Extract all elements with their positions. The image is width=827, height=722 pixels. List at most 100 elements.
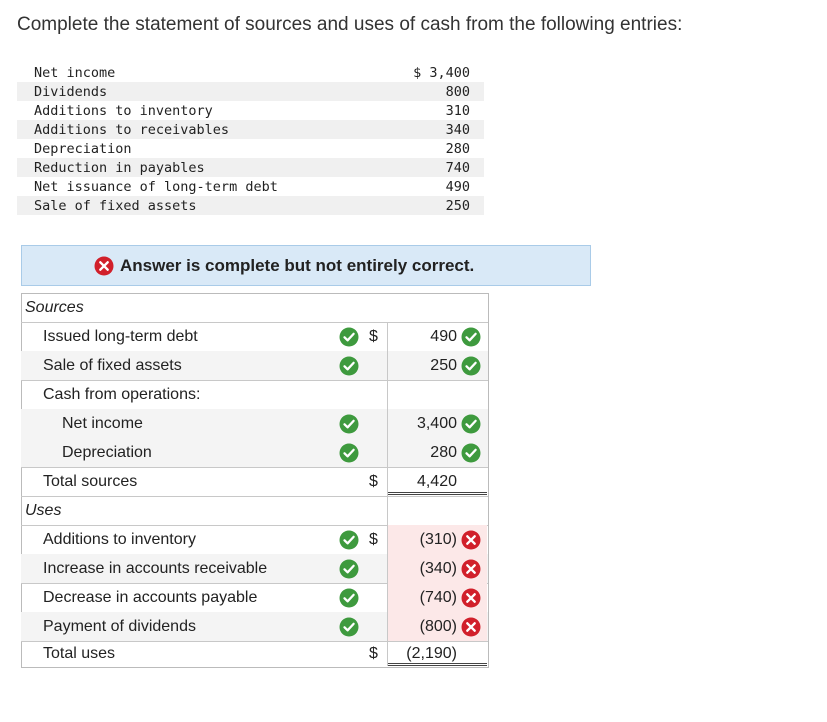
total-sources-underline (387, 492, 487, 495)
value-correct-icon (461, 327, 481, 347)
net-income-value: 3,400 (416, 415, 457, 432)
sources-heading-row: Sources (21, 293, 488, 323)
given-label: Reduction in payables (17, 158, 384, 177)
currency-symbol: $ (369, 645, 378, 662)
given-label: Sale of fixed assets (17, 196, 384, 215)
total-sources-label: Total sources (43, 473, 138, 490)
value-incorrect-icon (461, 559, 481, 579)
given-label: Net issuance of long-term debt (34, 178, 278, 195)
sale-fixed-input[interactable]: 250 (387, 351, 487, 380)
dividends-input[interactable]: (800) (387, 612, 487, 641)
given-row: Reduction in payables 740 (17, 158, 484, 177)
given-row: Depreciation 280 (17, 139, 484, 158)
given-row: Dividends 800 (17, 82, 484, 101)
given-value: 340 (384, 120, 484, 139)
given-value: 800 (384, 82, 484, 101)
given-value: 280 (445, 140, 470, 157)
currency-symbol: $ (369, 473, 378, 490)
uses-heading: Uses (25, 502, 62, 519)
payable-label: Decrease in accounts payable (43, 589, 258, 606)
row-issued-debt: Issued long-term debt $ 490 (21, 322, 488, 352)
total-sources-value: 4,420 (416, 473, 457, 490)
value-correct-icon (461, 356, 481, 376)
value-incorrect-icon (461, 530, 481, 550)
cash-ops-label: Cash from operations: (43, 386, 201, 403)
currency-symbol: $ (369, 328, 378, 345)
inventory-input[interactable]: (310) (387, 525, 487, 554)
total-uses-label: Total uses (43, 645, 116, 662)
currency-symbol: $ (369, 531, 378, 548)
total-sources-cell: 4,420 (387, 467, 487, 496)
given-value: $ 3,400 (413, 64, 470, 81)
label-correct-icon (339, 356, 359, 376)
given-label: Net income (34, 64, 116, 81)
receivable-value: (340) (419, 560, 457, 577)
row-cash-ops: Cash from operations: (21, 380, 488, 410)
net-income-label: Net income (62, 415, 143, 432)
question-text: Complete the statement of sources and us… (17, 14, 683, 35)
label-correct-icon (339, 530, 359, 550)
uses-heading-row: Uses (21, 496, 488, 526)
row-dividends: Payment of dividends (800) (21, 612, 488, 642)
receivable-label: Increase in accounts receivable (43, 560, 268, 577)
row-depreciation: Depreciation 280 (21, 438, 488, 468)
inventory-label: Additions to inventory (43, 531, 196, 548)
row-total-sources: Total sources $ 4,420 (21, 467, 488, 497)
total-uses-underline (387, 663, 487, 666)
value-incorrect-icon (461, 588, 481, 608)
row-inventory: Additions to inventory $ (310) (21, 525, 488, 555)
label-correct-icon (339, 588, 359, 608)
issued-debt-label: Issued long-term debt (43, 328, 198, 345)
label-correct-icon (339, 443, 359, 463)
given-row: Net income $ 3,400 (17, 63, 484, 82)
depreciation-value: 280 (430, 444, 457, 461)
depreciation-label: Depreciation (62, 444, 152, 461)
sources-heading: Sources (25, 299, 84, 316)
banner-text: Answer is complete but not entirely corr… (120, 255, 475, 275)
row-total-uses: Total uses $ (2,190) (21, 641, 488, 666)
total-uses-cell: (2,190) (387, 641, 487, 666)
dividends-value: (800) (419, 618, 457, 635)
inventory-value: (310) (419, 531, 457, 548)
row-sale-fixed: Sale of fixed assets 250 (21, 351, 488, 381)
given-label: Additions to inventory (34, 102, 213, 119)
sources-uses-statement: Sources Issued long-term debt $ 490 Sale… (21, 293, 489, 668)
given-row: Net issuance of long-term debt 490 (17, 177, 484, 196)
given-row: Sale of fixed assets 250 (17, 196, 484, 215)
payable-value: (740) (419, 589, 457, 606)
column-divider (387, 322, 388, 666)
value-correct-icon (461, 414, 481, 434)
receivable-input[interactable]: (340) (387, 554, 487, 583)
label-correct-icon (339, 617, 359, 637)
given-value: 740 (384, 158, 484, 177)
given-label: Dividends (17, 82, 384, 101)
value-incorrect-icon (461, 617, 481, 637)
given-value: 310 (445, 102, 470, 119)
depreciation-input[interactable]: 280 (387, 438, 487, 467)
issued-debt-input[interactable]: 490 (387, 322, 487, 351)
given-label: Additions to receivables (17, 120, 384, 139)
given-row: Additions to receivables 340 (17, 120, 484, 139)
given-entries-table: Net income $ 3,400 Dividends 800 Additions t… (17, 63, 484, 215)
net-income-input[interactable]: 3,400 (387, 409, 487, 438)
result-banner: Answer is complete but not entirely corr… (21, 245, 591, 286)
given-value: 250 (384, 196, 484, 215)
given-label: Depreciation (34, 140, 132, 157)
incorrect-icon (94, 256, 114, 276)
sale-fixed-label: Sale of fixed assets (43, 357, 182, 374)
statement-border (21, 293, 489, 668)
total-uses-value: (2,190) (406, 645, 457, 662)
given-value: 490 (445, 178, 470, 195)
row-net-income: Net income 3,400 (21, 409, 488, 439)
row-payable: Decrease in accounts payable (740) (21, 583, 488, 613)
row-receivable: Increase in accounts receivable (340) (21, 554, 488, 584)
label-correct-icon (339, 414, 359, 434)
dividends-label: Payment of dividends (43, 618, 196, 635)
sale-fixed-value: 250 (430, 357, 457, 374)
payable-input[interactable]: (740) (387, 583, 487, 612)
given-row: Additions to inventory 310 (17, 101, 484, 120)
label-correct-icon (339, 559, 359, 579)
label-correct-icon (339, 327, 359, 347)
value-correct-icon (461, 443, 481, 463)
issued-debt-value: 490 (430, 328, 457, 345)
